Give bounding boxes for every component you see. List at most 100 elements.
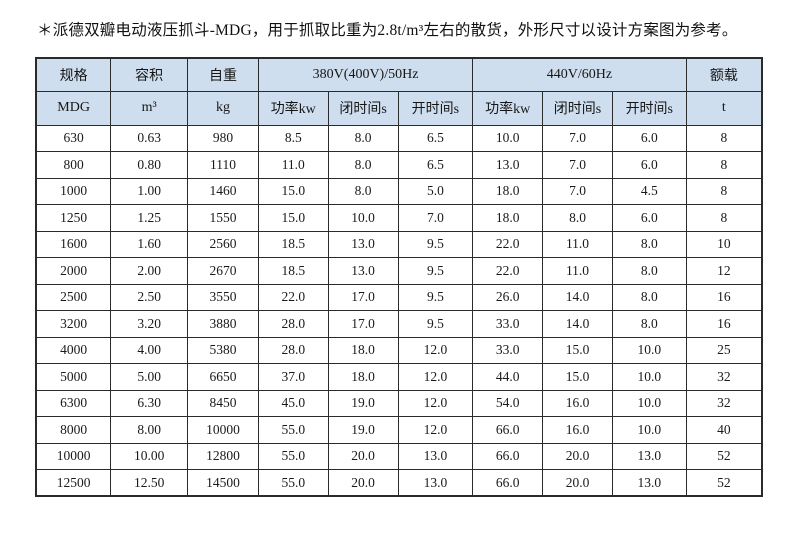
table-cell: 1460 [187, 177, 259, 205]
table-cell: 12.50 [110, 469, 189, 497]
table-cell: 5.0 [397, 177, 474, 205]
table-cell: 11.0 [542, 230, 613, 258]
header-group-380v: 380V(400V)/50Hz [257, 57, 474, 92]
table-cell: 8.0 [611, 283, 687, 311]
table-cell: 11.0 [257, 151, 329, 179]
table-cell: 10000 [35, 442, 112, 470]
header-group-440v: 440V/60Hz [472, 57, 687, 92]
table-cell: 28.0 [257, 336, 329, 364]
header-close-time-380: 闭时间s [327, 90, 399, 126]
table-cell: 1.00 [110, 177, 189, 205]
table-cell: 13.0 [611, 469, 687, 497]
table-cell: 6.0 [611, 204, 687, 232]
table-cell: 18.5 [257, 230, 329, 258]
header-spec: 规格 [35, 57, 112, 92]
table-cell: 5.00 [110, 363, 189, 391]
table-cell: 55.0 [257, 469, 329, 497]
table-cell: 1000 [35, 177, 112, 205]
table-cell: 18.5 [257, 257, 329, 285]
header-power-440: 功率kw [472, 90, 544, 126]
grab-bucket-spec-table: 规格 容积 自重 380V(400V)/50Hz 440V/60Hz 额载 MD… [35, 57, 763, 497]
table-cell: 22.0 [472, 230, 544, 258]
table-cell: 25 [685, 336, 763, 364]
table-cell: 18.0 [327, 363, 399, 391]
table-cell: 8.0 [327, 151, 399, 179]
table-cell: 13.0 [397, 442, 474, 470]
table-cell: 13.0 [611, 442, 687, 470]
table-cell: 7.0 [542, 124, 613, 152]
table-cell: 40 [685, 416, 763, 444]
table-cell: 66.0 [472, 442, 544, 470]
table-row: 1000 1.00 1460 15.0 8.0 5.0 18.0 7.0 4.5… [35, 177, 763, 205]
header-close-time-440: 闭时间s [542, 90, 613, 126]
header-open-time-380: 开时间s [397, 90, 474, 126]
table-cell: 10.0 [327, 204, 399, 232]
header-weight-unit: kg [187, 90, 259, 126]
table-cell: 20.0 [542, 469, 613, 497]
table-cell: 1.60 [110, 230, 189, 258]
table-cell: 9.5 [397, 283, 474, 311]
table-cell: 13.0 [472, 151, 544, 179]
table-cell: 3550 [187, 283, 259, 311]
header-weight: 自重 [187, 57, 259, 92]
table-cell: 12.0 [397, 416, 474, 444]
table-cell: 20.0 [327, 469, 399, 497]
table-row: 800 0.80 1110 11.0 8.0 6.5 13.0 7.0 6.0 … [35, 151, 763, 179]
table-cell: 10.0 [472, 124, 544, 152]
table-cell: 2.50 [110, 283, 189, 311]
table-cell: 16.0 [542, 389, 613, 417]
table-cell: 10000 [187, 416, 259, 444]
table-cell: 8 [685, 151, 763, 179]
table-cell: 10.0 [611, 363, 687, 391]
table-cell: 12.0 [397, 336, 474, 364]
table-cell: 66.0 [472, 416, 544, 444]
table-row: 3200 3.20 3880 28.0 17.0 9.5 33.0 14.0 8… [35, 310, 763, 338]
table-cell: 14.0 [542, 283, 613, 311]
table-cell: 7.0 [397, 204, 474, 232]
table-cell: 0.80 [110, 151, 189, 179]
table-cell: 66.0 [472, 469, 544, 497]
table-cell: 2670 [187, 257, 259, 285]
table-cell: 4.5 [611, 177, 687, 205]
spec-table-body: 630 0.63 980 8.5 8.0 6.5 10.0 7.0 6.0 8 … [35, 124, 763, 497]
table-cell: 1550 [187, 204, 259, 232]
table-cell: 6650 [187, 363, 259, 391]
table-cell: 2500 [35, 283, 112, 311]
table-cell: 6.5 [397, 124, 474, 152]
table-cell: 28.0 [257, 310, 329, 338]
header-capacity-unit: m³ [110, 90, 189, 126]
table-cell: 32 [685, 389, 763, 417]
table-cell: 22.0 [472, 257, 544, 285]
header-row-units: MDG m³ kg 功率kw 闭时间s 开时间s 功率kw 闭时间s 开时间s … [35, 90, 763, 126]
table-cell: 17.0 [327, 283, 399, 311]
table-cell: 8.0 [611, 230, 687, 258]
table-cell: 5380 [187, 336, 259, 364]
table-cell: 12800 [187, 442, 259, 470]
table-cell: 15.0 [542, 336, 613, 364]
table-cell: 52 [685, 469, 763, 497]
table-cell: 8.0 [327, 177, 399, 205]
table-cell: 18.0 [472, 177, 544, 205]
header-rated-load-unit: t [685, 90, 763, 126]
table-cell: 8.0 [611, 257, 687, 285]
table-cell: 2.00 [110, 257, 189, 285]
table-cell: 2560 [187, 230, 259, 258]
table-cell: 17.0 [327, 310, 399, 338]
table-cell: 3.20 [110, 310, 189, 338]
table-cell: 18.0 [472, 204, 544, 232]
table-cell: 16.0 [542, 416, 613, 444]
table-cell: 9.5 [397, 257, 474, 285]
table-cell: 16 [685, 310, 763, 338]
table-cell: 9.5 [397, 230, 474, 258]
table-cell: 7.0 [542, 151, 613, 179]
table-cell: 33.0 [472, 336, 544, 364]
header-capacity: 容积 [110, 57, 189, 92]
table-cell: 6.5 [397, 151, 474, 179]
table-cell: 4.00 [110, 336, 189, 364]
table-row: 2000 2.00 2670 18.5 13.0 9.5 22.0 11.0 8… [35, 257, 763, 285]
table-cell: 12.0 [397, 389, 474, 417]
table-cell: 10.0 [611, 389, 687, 417]
header-power-380: 功率kw [257, 90, 329, 126]
header-spec-unit: MDG [35, 90, 112, 126]
